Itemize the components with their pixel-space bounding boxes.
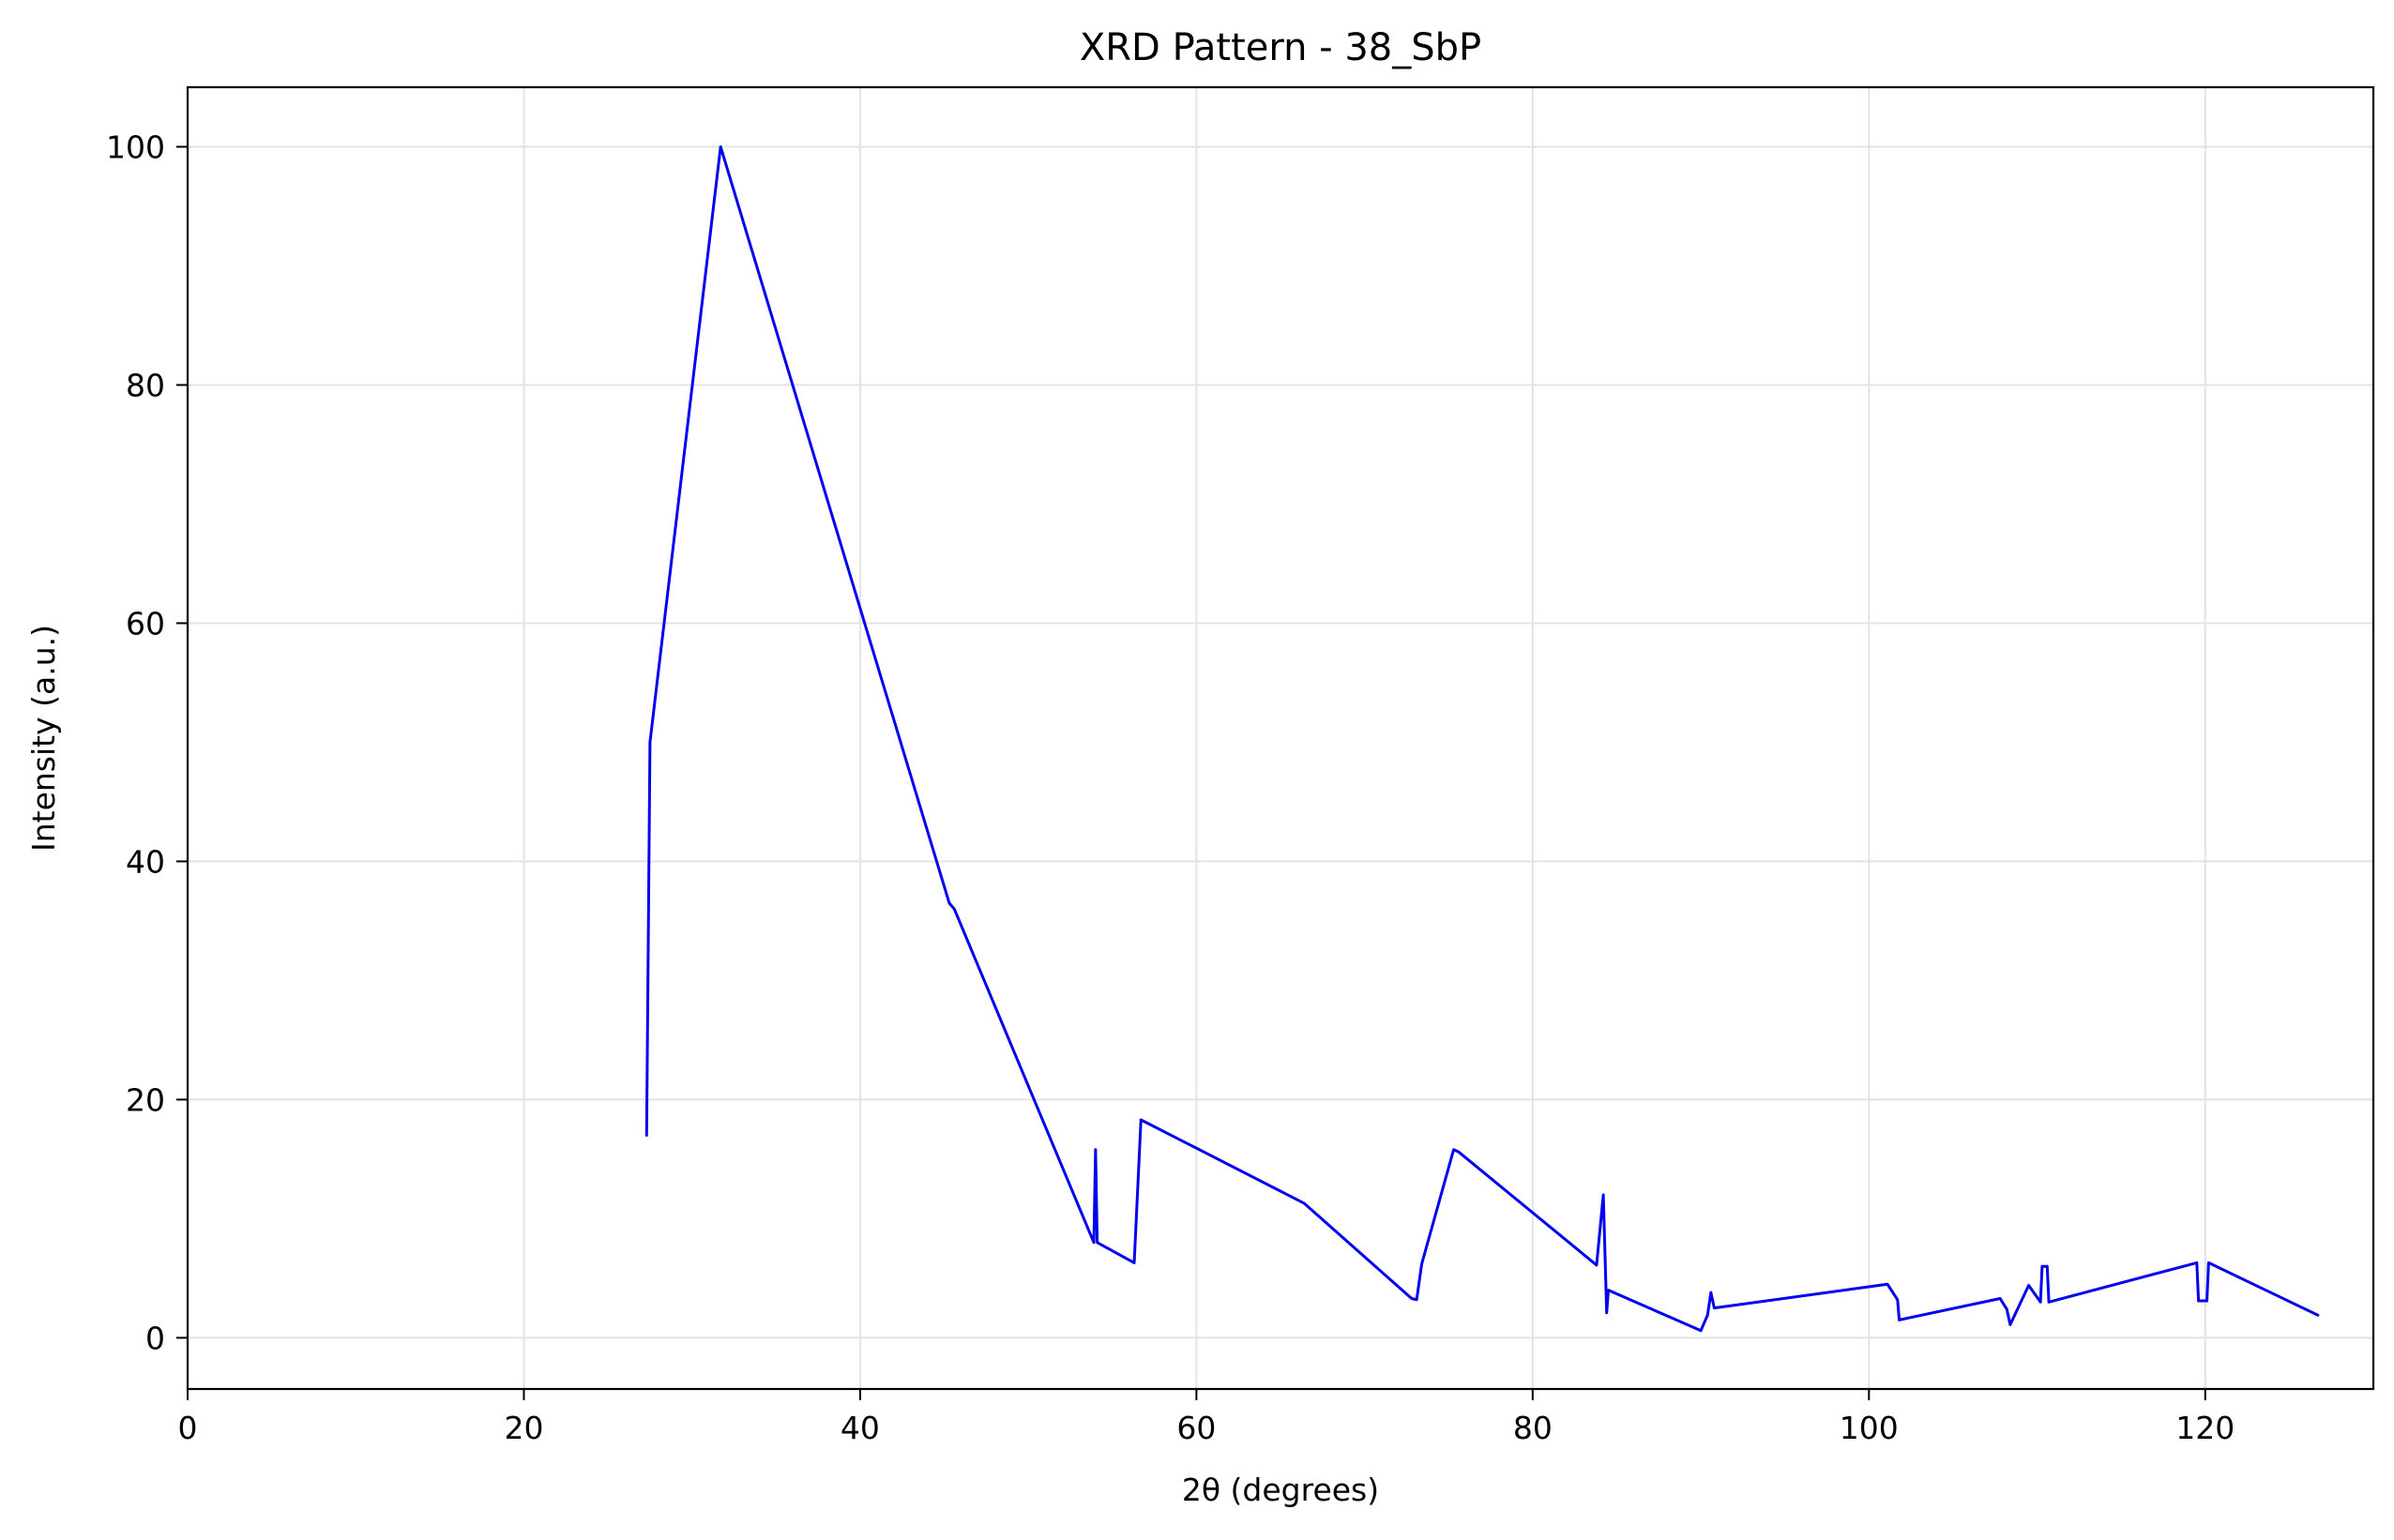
x-tick-label: 60	[1176, 1410, 1216, 1446]
y-tick-label: 40	[126, 843, 165, 880]
y-tick-label: 20	[126, 1081, 165, 1118]
y-tick-label: 80	[126, 367, 165, 403]
y-tick-label: 100	[106, 128, 165, 165]
chart-title: XRD Pattern - 38_SbP	[1080, 26, 1481, 69]
x-tick-label: 100	[1840, 1410, 1899, 1446]
y-axis-label: Intensity (a.u.)	[25, 625, 62, 852]
x-tick-label: 0	[178, 1410, 198, 1446]
x-tick-label: 40	[841, 1410, 880, 1446]
x-axis-label: 2θ (degrees)	[1182, 1472, 1379, 1508]
x-tick-label: 120	[2175, 1410, 2235, 1446]
x-tick-label: 80	[1513, 1410, 1553, 1446]
x-tick-label: 20	[504, 1410, 543, 1446]
y-tick-label: 60	[126, 605, 165, 642]
y-tick-label: 0	[145, 1320, 165, 1356]
